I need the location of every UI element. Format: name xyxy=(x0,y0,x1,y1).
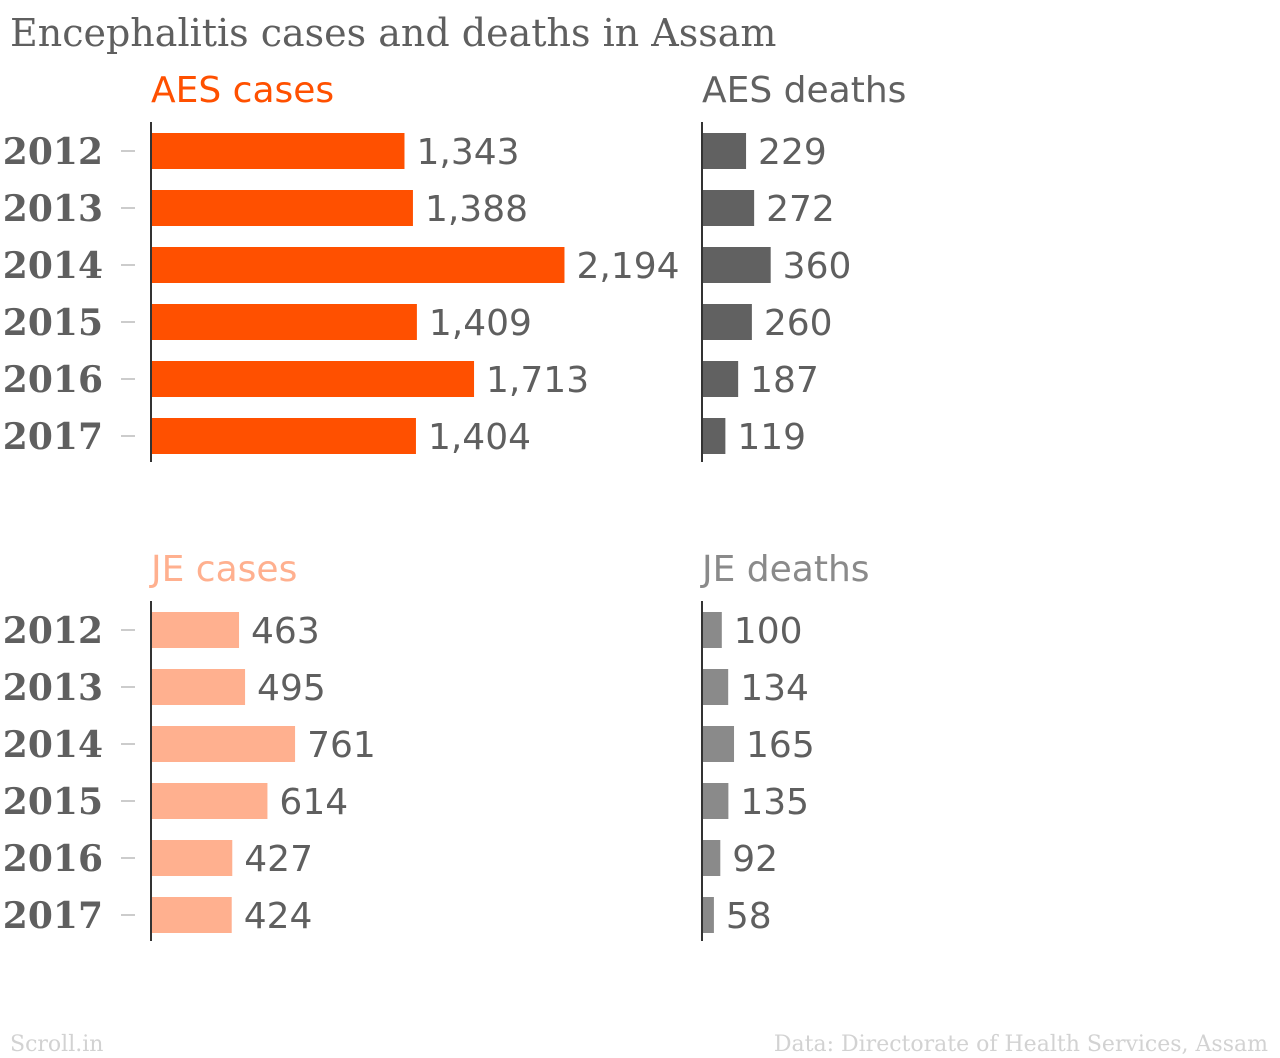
je-cases-year-label: 2014 xyxy=(3,724,103,766)
je-cases-panel: JE cases 2012 463 2013 495 2014 761 2015 614 2016… xyxy=(3,549,376,941)
aes-cases-value-label-2017: 1,404 xyxy=(428,417,531,458)
je-cases-year-label: 2017 xyxy=(3,895,103,937)
aes-deaths-bar-2015 xyxy=(703,304,752,340)
aes-cases-bar-2016 xyxy=(152,361,475,397)
aes-cases-year-label: 2012 xyxy=(3,131,103,173)
je-deaths-bar-2017 xyxy=(703,897,714,933)
je-deaths-bar-2013 xyxy=(703,669,729,705)
je-cases-year-label: 2015 xyxy=(3,781,103,823)
chart-title: Encephalitis cases and deaths in Assam xyxy=(10,11,776,55)
aes-cases-value-label-2013: 1,388 xyxy=(425,189,528,230)
aes-cases-panel: AES cases 2012 1,343 2013 1,388 2014 2,194 2015… xyxy=(3,70,680,462)
je-cases-value-label-2013: 495 xyxy=(257,668,326,709)
je-cases-year-label: 2013 xyxy=(3,667,103,709)
aes-cases-year-label: 2013 xyxy=(3,188,103,230)
aes-deaths-bar-2013 xyxy=(703,190,755,226)
je-deaths-value-label-2017: 58 xyxy=(726,896,772,937)
aes-deaths-title: AES deaths xyxy=(702,70,906,111)
je-cases-title: JE cases xyxy=(149,549,297,590)
aes-deaths-value-label-2015: 260 xyxy=(764,303,833,344)
je-deaths-value-label-2012: 100 xyxy=(734,611,803,652)
aes-deaths-value-label-2014: 360 xyxy=(783,246,852,287)
aes-cases-value-label-2016: 1,713 xyxy=(486,360,589,401)
je-cases-bar-2016 xyxy=(152,840,233,876)
je-cases-year-label: 2012 xyxy=(3,610,103,652)
aes-cases-year-label: 2014 xyxy=(3,245,103,287)
je-deaths-bar-2012 xyxy=(703,612,722,648)
aes-deaths-value-label-2017: 119 xyxy=(737,417,806,458)
je-cases-value-label-2012: 463 xyxy=(251,611,320,652)
je-cases-value-label-2015: 614 xyxy=(279,782,348,823)
je-cases-bar-2017 xyxy=(152,897,232,933)
je-deaths-value-label-2013: 134 xyxy=(740,668,809,709)
aes-cases-bar-2012 xyxy=(152,133,405,169)
je-cases-year-label: 2016 xyxy=(3,838,103,880)
aes-deaths-bar-2014 xyxy=(703,247,771,283)
aes-cases-value-label-2014: 2,194 xyxy=(576,246,679,287)
aes-cases-value-label-2015: 1,409 xyxy=(429,303,532,344)
aes-cases-title: AES cases xyxy=(151,70,334,111)
je-cases-value-label-2014: 761 xyxy=(307,725,376,766)
aes-cases-year-label: 2015 xyxy=(3,302,103,344)
je-cases-value-label-2016: 427 xyxy=(244,839,313,880)
je-deaths-bar-2016 xyxy=(703,840,721,876)
aes-cases-year-label: 2017 xyxy=(3,416,103,458)
je-cases-bar-2013 xyxy=(152,669,246,705)
je-cases-bar-2014 xyxy=(152,726,296,762)
aes-deaths-bar-2016 xyxy=(703,361,739,397)
je-deaths-value-label-2014: 165 xyxy=(746,725,815,766)
aes-cases-bar-2013 xyxy=(152,190,413,226)
je-deaths-value-label-2015: 135 xyxy=(740,782,809,823)
je-deaths-bar-2014 xyxy=(703,726,735,762)
je-deaths-value-label-2016: 92 xyxy=(732,839,778,880)
chart-panels: AES cases 2012 1,343 2013 1,388 2014 2,194 2015… xyxy=(3,70,906,941)
aes-cases-bar-2015 xyxy=(152,304,417,340)
footer-brand: Scroll.in xyxy=(10,1032,103,1057)
aes-deaths-value-label-2013: 272 xyxy=(766,189,835,230)
aes-deaths-bar-2017 xyxy=(703,418,726,454)
aes-cases-bar-2014 xyxy=(152,247,565,283)
aes-deaths-value-label-2016: 187 xyxy=(750,360,819,401)
aes-deaths-value-label-2012: 229 xyxy=(758,132,827,173)
je-deaths-bar-2015 xyxy=(703,783,729,819)
footer-source: Data: Directorate of Health Services, As… xyxy=(774,1032,1268,1057)
aes-deaths-bar-2012 xyxy=(703,133,747,169)
aes-cases-value-label-2012: 1,343 xyxy=(416,132,519,173)
je-cases-bar-2015 xyxy=(152,783,268,819)
je-deaths-panel: JE deaths 100 134 165 135 92 58 xyxy=(700,549,870,941)
je-cases-value-label-2017: 424 xyxy=(244,896,313,937)
aes-cases-bar-2017 xyxy=(152,418,416,454)
aes-deaths-panel: AES deaths 229 272 360 260 187 119 xyxy=(701,70,906,462)
je-cases-bar-2012 xyxy=(152,612,240,648)
je-deaths-title: JE deaths xyxy=(700,549,870,590)
aes-cases-year-label: 2016 xyxy=(3,359,103,401)
